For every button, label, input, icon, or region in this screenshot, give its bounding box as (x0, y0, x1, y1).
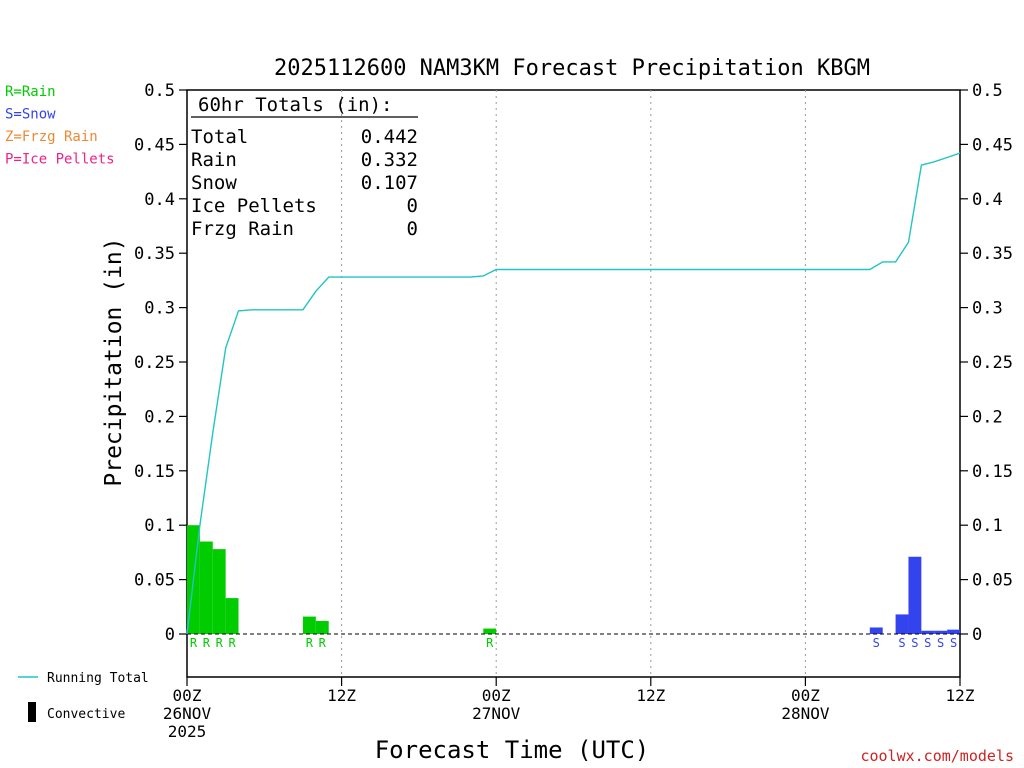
totals-row-label: Total (191, 126, 248, 148)
credit-text: coolwx.com/models (860, 747, 1014, 765)
totals-row-value: 0 (407, 218, 418, 240)
totals-row-value: 0 (407, 195, 418, 217)
ptype-letter: R (216, 636, 224, 650)
ptype-letter: R (306, 636, 314, 650)
y-tick-label-left: 0.45 (134, 135, 175, 155)
y-tick-label-left: 0.05 (134, 571, 175, 591)
x-tick-date: 26NOV (163, 704, 212, 723)
y-tick-label-left: 0.25 (134, 353, 175, 373)
y-tick-label-left: 0.5 (144, 81, 175, 101)
x-tick-label: 12Z (327, 686, 356, 705)
ptype-legend-item: P=Ice Pellets (5, 152, 115, 168)
y-tick-label-left: 0.1 (144, 516, 175, 536)
y-tick-label-right: 0.25 (972, 353, 1013, 373)
x-tick-label: 00Z (791, 686, 820, 705)
ptype-letter: S (873, 636, 880, 650)
ptype-legend-item: Z=Frzg Rain (5, 129, 98, 145)
y-tick-label-right: 0.3 (972, 299, 1003, 319)
y-tick-label-right: 0.15 (972, 462, 1013, 482)
x-tick-date: 27NOV (472, 704, 521, 723)
y-tick-label-right: 0.4 (972, 190, 1003, 210)
y-tick-label-left: 0.35 (134, 244, 175, 264)
right-y-axis: 0 0.05 0.1 0.15 0.2 0.25 0.3 0.35 0.4 0.45 0.5 (960, 81, 1013, 645)
y-tick-label-right: 0 (972, 625, 982, 645)
ptype-letter: S (924, 636, 931, 650)
totals-box: 60hr Totals (in): Total 0.442 Rain 0.332 Sno… (191, 94, 418, 240)
vertical-gridlines (341, 90, 806, 677)
ptype-letter: S (950, 636, 957, 650)
ptype-letter: R (228, 636, 236, 650)
x-tick-date: 28NOV (781, 704, 830, 723)
totals-row-value: 0.107 (361, 172, 418, 194)
precip-bar (212, 549, 226, 634)
left-y-axis: 0 0.05 0.1 0.15 0.2 0.25 0.3 0.35 0.4 0.45 0.5 (134, 81, 187, 645)
running-total-line (186, 152, 961, 635)
ptype-letter: S (898, 636, 905, 650)
ptype-legend-item: R=Rain (5, 84, 56, 100)
totals-row-value: 0.332 (361, 149, 418, 171)
ptype-letter: R (190, 636, 198, 650)
precip-bar (483, 628, 497, 634)
x-tick-label: 00Z (173, 686, 202, 705)
precip-bar (315, 620, 329, 634)
y-axis-label: Precipitation (in) (101, 237, 127, 486)
precip-bar (947, 629, 960, 634)
precip-bar (908, 556, 922, 634)
y-tick-label-left: 0.3 (144, 299, 175, 319)
ptype-letter: S (911, 636, 918, 650)
y-tick-label-left: 0.4 (144, 190, 175, 210)
y-tick-label-right: 0.45 (972, 135, 1013, 155)
y-tick-label-left: 0 (165, 625, 175, 645)
ptype-letter: R (486, 636, 494, 650)
x-tick-year: 2025 (168, 722, 207, 741)
y-tick-label-right: 0.2 (972, 407, 1003, 427)
ptype-letter: S (937, 636, 944, 650)
precip-bar (302, 616, 316, 634)
totals-header: 60hr Totals (in): (198, 94, 392, 116)
x-tick-label: 12Z (946, 686, 975, 705)
totals-row-label: Rain (191, 149, 237, 171)
y-tick-label-right: 0.1 (972, 516, 1003, 536)
y-tick-label-right: 0.5 (972, 81, 1003, 101)
y-tick-label-left: 0.2 (144, 407, 175, 427)
ptype-letter: R (203, 636, 211, 650)
convective-legend-label: Convective (47, 707, 125, 722)
precip-bars (187, 525, 960, 634)
precip-bar (199, 541, 213, 634)
chart-title: 2025112600 NAM3KM Forecast Precipitation… (274, 56, 870, 81)
totals-row-value: 0.442 (361, 126, 418, 148)
precip-bar (921, 630, 935, 634)
convective-legend-swatch (28, 702, 36, 722)
precip-bar (225, 598, 239, 634)
ptype-legend: R=Rain S=Snow Z=Frzg Rain P=Ice Pellets (5, 84, 115, 168)
running-total-legend-label: Running Total (47, 671, 149, 686)
y-tick-label-left: 0.15 (134, 462, 175, 482)
x-axis-label: Forecast Time (UTC) (375, 736, 650, 764)
precip-bar (934, 630, 948, 634)
precip-bar (869, 627, 883, 634)
ptype-legend-item: S=Snow (5, 107, 56, 123)
x-tick-label: 12Z (636, 686, 665, 705)
x-tick-label: 00Z (482, 686, 511, 705)
series-legend: Running Total Convective (18, 671, 149, 722)
y-tick-label-right: 0.35 (972, 244, 1013, 264)
totals-row-label: Frzg Rain (191, 218, 294, 240)
totals-row-label: Ice Pellets (191, 195, 317, 217)
precip-bar (895, 614, 909, 634)
totals-row-label: Snow (191, 172, 237, 194)
ptype-letter: R (319, 636, 327, 650)
y-tick-label-right: 0.05 (972, 571, 1013, 591)
plot-frame (186, 89, 961, 678)
